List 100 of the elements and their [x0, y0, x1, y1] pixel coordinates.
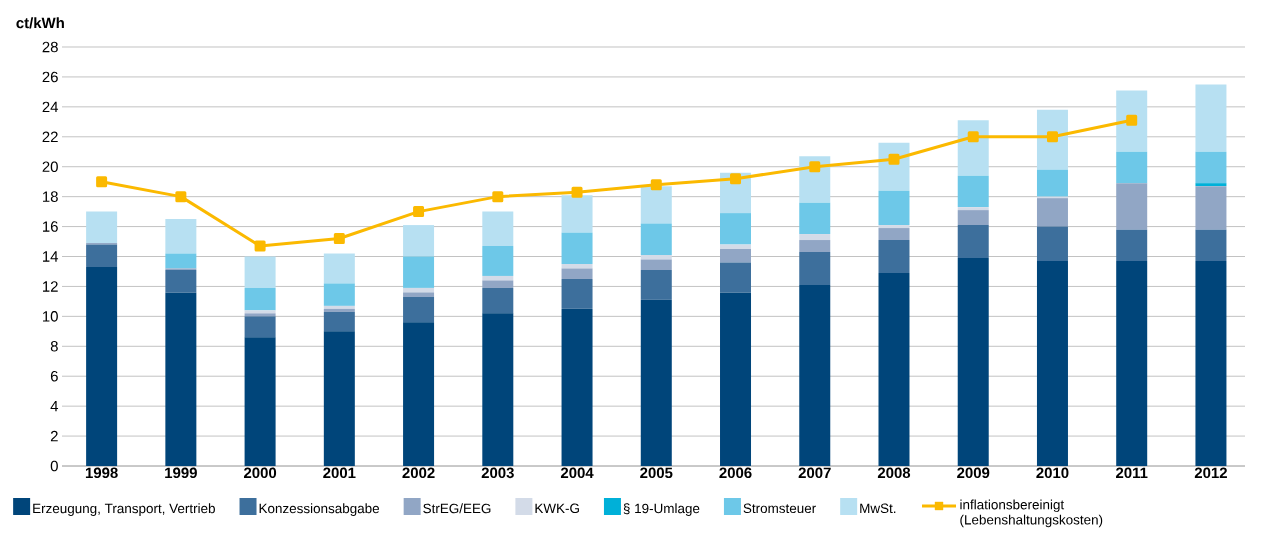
bar: [957, 207, 989, 211]
bar: [403, 296, 435, 323]
bar: [244, 287, 276, 311]
y-axis-title: ct/kWh: [16, 17, 64, 29]
point: [967, 131, 979, 143]
point: [809, 161, 821, 173]
x-tick-label: 2012: [1194, 467, 1227, 479]
bar: [1116, 90, 1148, 152]
bar: [482, 246, 514, 276]
bar: [878, 272, 910, 466]
x-tick-label: 1999: [165, 467, 197, 479]
bar: [561, 232, 593, 264]
y-tick-label: 10: [43, 311, 58, 322]
y-tick-label: 2: [50, 430, 58, 442]
bar: [1036, 109, 1068, 170]
bar: [1116, 260, 1148, 466]
bar: [323, 311, 355, 332]
bar: [1195, 84, 1227, 152]
bar: [1195, 186, 1227, 230]
legend-label: StrEG/EEG: [423, 503, 491, 514]
point: [888, 153, 900, 165]
x-tick-label: 2008: [877, 467, 911, 479]
bar: [1036, 169, 1068, 197]
point: [254, 240, 266, 252]
bar: [323, 283, 355, 306]
bar: [1036, 260, 1068, 466]
y-tick-label: 8: [50, 340, 58, 352]
legend-label: KWK-G: [535, 503, 579, 514]
bar: [86, 211, 118, 244]
legend-label: Konzessionsabgabe: [259, 503, 380, 516]
x-tick-label: 2002: [402, 467, 435, 479]
y-tick-label: 0: [50, 460, 58, 472]
bar: [1116, 229, 1148, 261]
bar: [720, 213, 752, 245]
bar: [957, 210, 989, 226]
bar: [86, 266, 118, 466]
bar: [1195, 260, 1227, 466]
bar: [482, 211, 514, 247]
y-tick-label: 6: [50, 370, 58, 382]
y-tick-label: 14: [43, 251, 59, 262]
y-tick-label: 20: [42, 161, 58, 172]
point: [1046, 131, 1058, 143]
bar: [878, 225, 910, 229]
point: [650, 179, 662, 191]
point: [175, 191, 187, 203]
point: [571, 186, 583, 198]
x-tick-label: 2003: [481, 467, 514, 479]
y-tick-label: 4: [50, 401, 59, 412]
bar: [640, 259, 672, 270]
y-tick-label: 12: [43, 281, 58, 292]
point: [492, 191, 504, 203]
legend-label: Stromsteuer: [743, 503, 816, 514]
bar: [165, 292, 197, 466]
bar: [799, 284, 831, 466]
x-tick-label: 2011: [1116, 467, 1148, 479]
x-tick-label: 2007: [798, 467, 831, 479]
y-tick-label: 22: [42, 131, 58, 142]
legend-label: inflationsbereinigt (Lebenshaltungskosten): [960, 499, 1103, 528]
bar: [878, 228, 910, 241]
bar: [323, 331, 355, 466]
x-tick-label: 2009: [957, 467, 990, 479]
bar: [403, 292, 435, 297]
legend-label: Erzeugung, Transport, Vertrieb: [33, 503, 215, 516]
bar: [957, 175, 989, 208]
bar: [244, 316, 276, 338]
bar: [561, 308, 593, 466]
bar: [957, 258, 989, 466]
point: [333, 233, 345, 245]
x-tick-label: 2000: [243, 467, 277, 479]
bar: [165, 219, 197, 254]
bar: [403, 256, 435, 288]
bar: [640, 269, 672, 300]
bar: [720, 292, 752, 466]
bar: [165, 253, 197, 269]
y-tick-label: 24: [42, 101, 59, 113]
bar: [640, 299, 672, 466]
x-tick-label: 1998: [85, 467, 118, 479]
bar: [1036, 226, 1068, 261]
bar: [482, 280, 514, 288]
x-tick-label: 2004: [560, 467, 594, 479]
bar: [403, 225, 435, 257]
bar: [561, 195, 593, 233]
point: [730, 173, 742, 185]
bar: [957, 225, 989, 258]
bar: [482, 287, 514, 314]
x-tick-label: 2001: [323, 467, 356, 479]
bar: [720, 249, 752, 263]
bar: [640, 223, 672, 255]
bar: [799, 234, 831, 241]
x-tick-label: 2006: [719, 467, 752, 479]
legend-label: MwSt.: [860, 503, 896, 514]
bar: [1195, 151, 1227, 184]
bar: [799, 252, 831, 285]
bar: [799, 240, 831, 253]
bar: [403, 322, 435, 466]
y-tick-label: 16: [43, 221, 58, 232]
x-tick-label: 2005: [640, 467, 673, 479]
bar: [561, 278, 593, 309]
y-tick-label: 18: [43, 191, 58, 202]
point: [1126, 114, 1138, 126]
